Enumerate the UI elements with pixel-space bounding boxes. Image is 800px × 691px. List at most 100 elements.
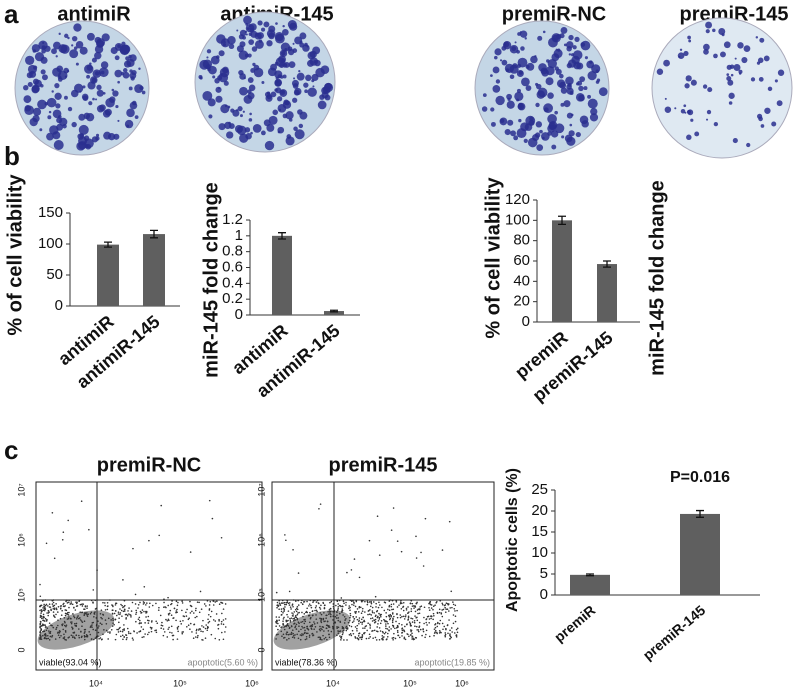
cell-event [386,636,389,638]
colony [128,86,133,91]
colony [590,107,598,116]
colony [86,74,91,79]
cell-event [441,603,444,606]
colony [527,137,538,148]
cell-event [428,618,431,620]
cell-event [320,627,322,630]
colony [307,87,317,97]
cell-event [341,625,344,628]
colony [537,35,543,41]
colony [96,38,106,47]
colony [226,131,234,139]
cell-event [215,613,218,615]
cell-event [398,636,401,639]
cell-event [185,615,188,617]
cell-event [123,608,126,611]
cell-event [409,625,412,627]
colony [563,43,567,47]
cell-event [319,638,321,641]
colony [596,78,601,82]
cell-event [428,621,431,624]
cell-event [222,638,225,641]
cell-event [220,536,223,539]
colony [292,97,298,103]
cell-event [123,610,126,612]
colony [763,55,770,62]
cell-event [317,602,320,604]
cell-event [390,605,393,608]
cell-event [70,622,73,625]
colony [117,119,120,122]
cell-event [436,611,439,614]
cell-event [112,609,114,611]
colony [250,131,253,135]
cell-event [208,604,211,606]
cell-event [39,614,42,617]
cell-event [48,603,51,605]
cell-event [280,626,282,629]
cell-event [104,604,106,607]
cell-event [217,627,220,630]
cell-event [77,628,80,630]
cell-event [121,634,124,637]
cell-event [343,615,346,618]
cell-event [47,637,50,640]
colony [507,119,514,126]
cell-event [142,628,145,631]
colony [518,118,522,123]
cell-event [39,620,42,623]
cell-event [408,621,411,623]
cell-event [91,624,93,626]
x-tick-label: 10⁶ [245,678,259,688]
colony [317,100,327,110]
cell-event [275,616,278,618]
cell-event [341,633,344,636]
colony [703,43,710,51]
cell-event [399,616,402,619]
cell-event [368,637,370,640]
cell-event [383,632,386,635]
cell-event [99,622,102,625]
colony [490,107,495,112]
colony [41,74,48,81]
cell-event [293,623,295,625]
cell-event [353,620,355,622]
cell-event [424,636,426,639]
cell-event [126,636,128,639]
cell-event [81,611,84,614]
y-tick-label: 10⁷ [16,483,26,496]
cell-event [181,631,184,633]
cell-event [277,628,279,631]
cell-event [302,627,304,629]
cell-event [140,612,142,614]
cell-event [208,620,211,623]
cell-event [444,611,447,613]
colony [690,118,694,122]
colony [70,89,79,98]
colony [275,22,278,25]
cell-event [118,621,120,624]
cell-event [47,610,50,612]
cell-event [288,604,291,606]
colony [251,46,258,52]
cell-event [172,617,175,619]
cell-event [340,637,343,639]
colony [245,23,249,26]
cell-event [315,618,318,620]
cell-event [83,632,86,634]
cell-event [280,602,283,604]
colony [575,93,585,102]
y-tick-label: 150 [38,204,63,221]
cell-event [101,623,103,626]
cell-event [379,622,382,625]
cell-event [375,614,377,617]
cell-event [293,617,296,620]
cell-event [51,636,53,638]
cell-event [374,595,377,598]
cell-event [415,616,417,619]
y-tick-label: 100 [505,211,530,228]
cell-event [189,600,191,603]
cell-event [401,632,403,634]
cell-event [224,618,227,620]
cell-event [346,571,348,574]
